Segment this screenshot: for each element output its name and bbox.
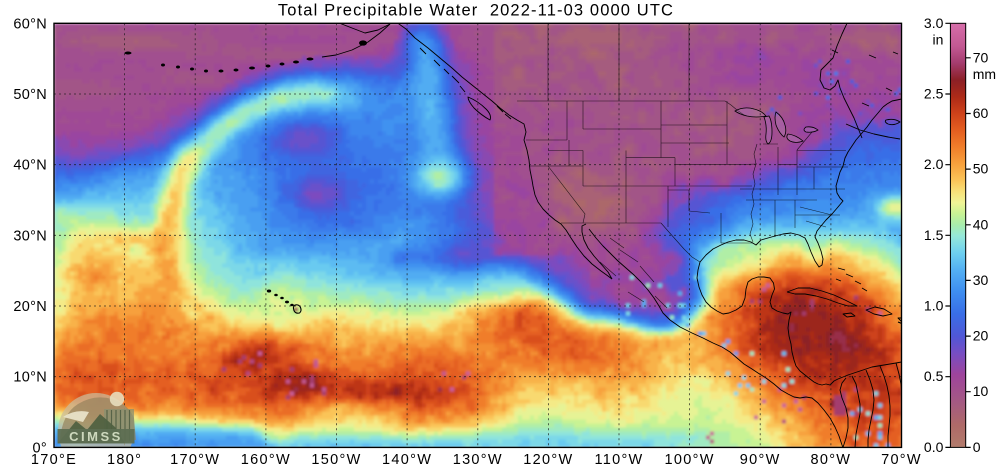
svg-text:0.0: 0.0 <box>924 439 944 455</box>
svg-text:mm: mm <box>973 66 996 82</box>
svg-text:10: 10 <box>973 383 989 399</box>
svg-text:90°W: 90°W <box>740 452 781 468</box>
svg-text:1.5: 1.5 <box>924 227 944 243</box>
svg-text:30: 30 <box>973 272 989 288</box>
svg-text:20: 20 <box>973 328 989 344</box>
svg-text:170°W: 170°W <box>170 452 220 468</box>
svg-text:120°W: 120°W <box>523 452 573 468</box>
svg-text:10°N: 10°N <box>13 370 47 386</box>
svg-text:80°W: 80°W <box>810 452 851 468</box>
svg-text:1.0: 1.0 <box>924 298 944 314</box>
svg-text:in: in <box>932 31 943 47</box>
svg-text:30°N: 30°N <box>13 228 47 244</box>
svg-text:Total Precipitable Water 2022: Total Precipitable Water 2022-11-03 0000… <box>278 2 674 20</box>
svg-text:60°N: 60°N <box>13 16 47 32</box>
svg-text:40: 40 <box>973 216 989 232</box>
svg-text:20°N: 20°N <box>13 299 47 315</box>
svg-text:40°N: 40°N <box>13 158 47 174</box>
svg-text:180°: 180° <box>107 452 142 468</box>
svg-text:50: 50 <box>973 161 989 177</box>
svg-text:0°: 0° <box>33 440 47 456</box>
svg-text:2.0: 2.0 <box>924 156 944 172</box>
svg-text:170°E: 170°E <box>31 452 77 468</box>
svg-text:150°W: 150°W <box>311 452 361 468</box>
svg-text:70: 70 <box>973 49 989 65</box>
svg-text:0: 0 <box>973 439 981 455</box>
svg-text:160°W: 160°W <box>241 452 291 468</box>
svg-text:110°W: 110°W <box>594 452 643 468</box>
svg-text:100°W: 100°W <box>665 452 715 468</box>
svg-text:CIMSS: CIMSS <box>69 429 123 444</box>
svg-text:3.0: 3.0 <box>924 15 944 31</box>
svg-text:50°N: 50°N <box>13 87 47 103</box>
svg-text:140°W: 140°W <box>382 452 432 468</box>
svg-text:70°W: 70°W <box>881 452 922 468</box>
svg-text:130°W: 130°W <box>453 452 503 468</box>
svg-text:60: 60 <box>973 105 989 121</box>
svg-text:2.5: 2.5 <box>924 86 944 102</box>
svg-text:0.5: 0.5 <box>924 368 944 384</box>
